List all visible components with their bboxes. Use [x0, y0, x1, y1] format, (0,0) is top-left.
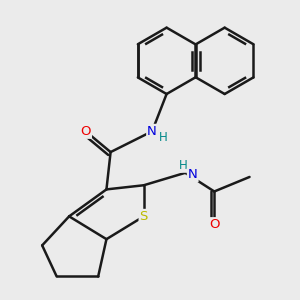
- Text: N: N: [188, 168, 198, 182]
- Text: H: H: [179, 159, 188, 172]
- Text: O: O: [209, 218, 220, 231]
- Text: H: H: [159, 131, 168, 144]
- Text: S: S: [140, 210, 148, 223]
- Text: N: N: [147, 125, 157, 138]
- Text: O: O: [80, 125, 91, 138]
